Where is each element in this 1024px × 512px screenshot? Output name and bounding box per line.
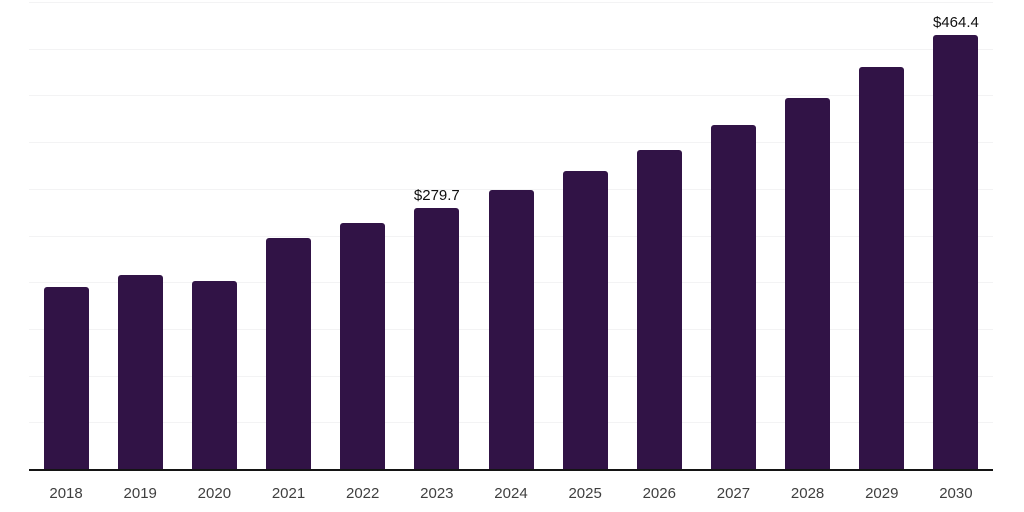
bar-2020 <box>191 280 237 469</box>
value-label-2023: $279.7 <box>413 186 460 204</box>
x-tick-label-2019: 2019 <box>123 485 157 502</box>
bar-2030 <box>933 35 979 469</box>
grid-line <box>29 2 993 3</box>
grid-line <box>29 142 993 144</box>
value-label-2030: $464.4 <box>932 14 979 32</box>
x-tick-label-2021: 2021 <box>271 485 306 502</box>
x-tick-label-2028: 2028 <box>790 485 825 502</box>
plot-area: 2018 2019 2020 2021 2022 $279.7 2023 2024 2025 20… <box>29 2 993 502</box>
bar-2025 <box>562 171 608 469</box>
grid-line <box>29 48 993 50</box>
x-tick-label-2022: 2022 <box>345 485 380 502</box>
bar-2023 <box>414 207 460 469</box>
x-tick-label-2020: 2020 <box>197 485 232 502</box>
bar-2024 <box>488 190 534 469</box>
bar-2028 <box>785 98 831 469</box>
bar-2021 <box>266 237 312 469</box>
x-tick-label-2027: 2027 <box>716 485 751 502</box>
x-tick-label-2025: 2025 <box>568 485 602 502</box>
x-tick-label-2018: 2018 <box>49 485 83 502</box>
bar-2019 <box>117 274 163 469</box>
bar-2026 <box>636 150 682 469</box>
grid-line <box>29 188 993 190</box>
bar-2022 <box>340 223 386 469</box>
x-tick-label-2023: 2023 <box>420 485 454 502</box>
bar-2018 <box>43 287 89 469</box>
x-tick-label-2030: 2030 <box>939 485 973 502</box>
bar-2029 <box>859 67 905 469</box>
x-tick-label-2026: 2026 <box>642 485 676 502</box>
x-tick-label-2029: 2029 <box>865 485 899 502</box>
bar-2027 <box>710 125 756 469</box>
grid-line <box>29 95 993 97</box>
x-tick-label-2024: 2024 <box>494 485 528 502</box>
